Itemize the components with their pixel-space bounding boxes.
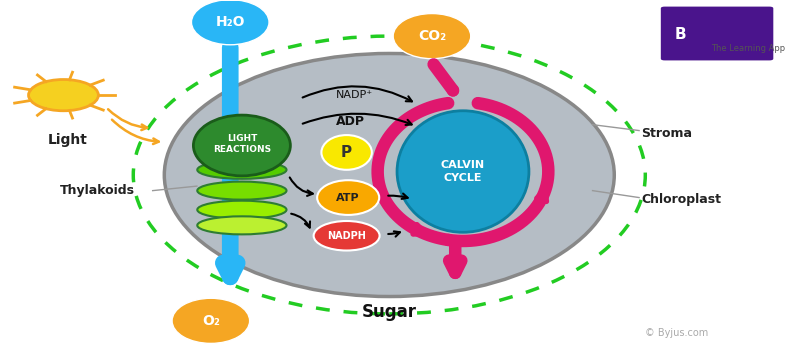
Text: ADP: ADP [336,115,365,128]
Text: Light: Light [47,133,87,147]
Text: CALVIN
CYCLE: CALVIN CYCLE [441,160,485,183]
Text: Chloroplast: Chloroplast [642,193,722,206]
Ellipse shape [191,0,269,45]
Text: P: P [341,145,352,160]
Ellipse shape [314,221,379,251]
Text: Thylakoids: Thylakoids [59,184,134,197]
Text: The Learning App: The Learning App [711,44,786,53]
Ellipse shape [198,216,286,235]
Text: NADPH: NADPH [327,231,366,241]
Text: CO₂: CO₂ [418,29,446,43]
Text: BYJU'S: BYJU'S [711,28,757,41]
Ellipse shape [194,115,290,176]
Text: © Byjus.com: © Byjus.com [646,328,709,338]
Ellipse shape [198,161,286,179]
Ellipse shape [172,298,250,343]
Text: NADP⁺: NADP⁺ [336,90,373,100]
Ellipse shape [164,54,614,296]
Text: ATP: ATP [336,193,360,203]
Text: H₂O: H₂O [215,15,245,29]
Text: B: B [674,27,686,42]
Circle shape [29,79,98,111]
Text: Stroma: Stroma [642,127,693,140]
Text: LIGHT
REACTIONS: LIGHT REACTIONS [213,134,271,154]
Ellipse shape [198,182,286,199]
Ellipse shape [198,201,286,219]
Ellipse shape [393,14,470,59]
Text: Sugar: Sugar [362,303,417,321]
Ellipse shape [317,180,379,215]
Text: O₂: O₂ [202,314,220,328]
Ellipse shape [397,111,529,232]
Ellipse shape [322,135,372,170]
FancyBboxPatch shape [661,7,774,61]
